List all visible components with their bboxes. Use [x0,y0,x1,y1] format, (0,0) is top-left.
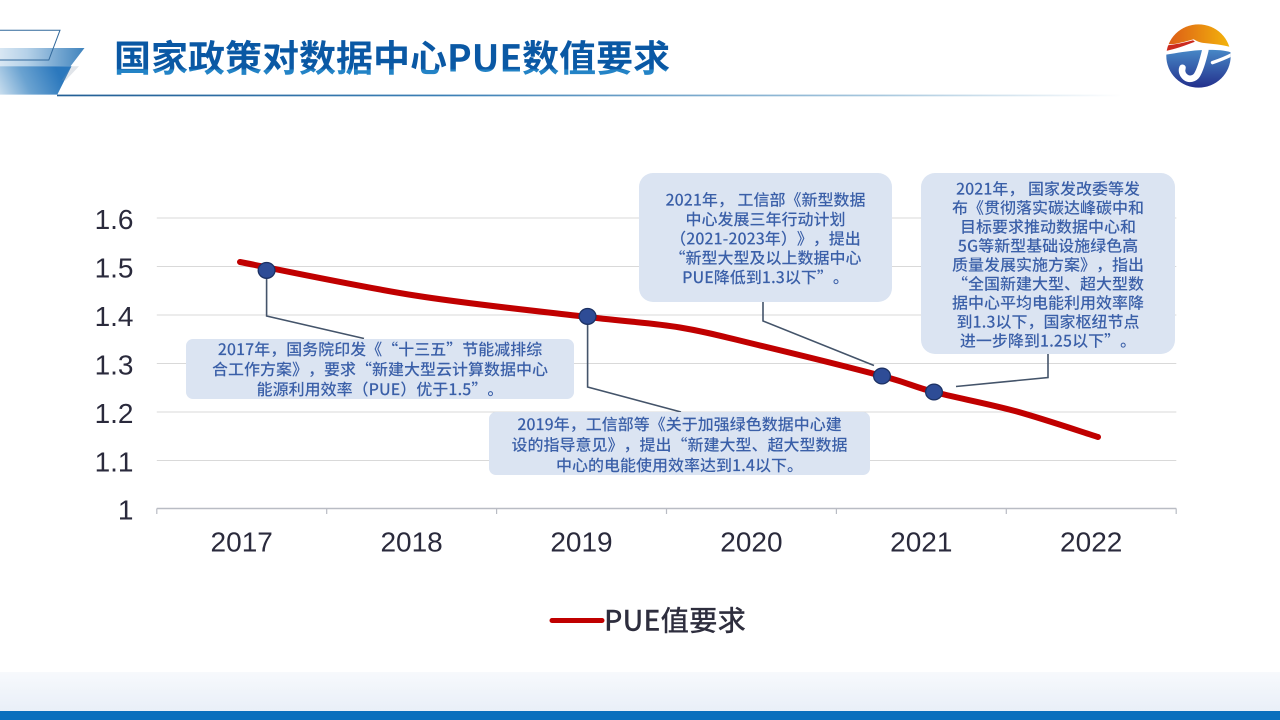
svg-text:2021: 2021 [890,527,952,558]
svg-text:2020: 2020 [720,527,782,558]
svg-text:2022: 2022 [1060,527,1122,558]
svg-text:2018: 2018 [380,527,442,558]
svg-text:1.6: 1.6 [95,204,134,235]
svg-text:1.1: 1.1 [95,447,134,478]
svg-text:1.5: 1.5 [95,253,134,284]
svg-text:1.3: 1.3 [95,350,134,381]
svg-text:1.4: 1.4 [95,301,134,332]
svg-text:2017: 2017 [211,527,273,558]
svg-text:1.2: 1.2 [95,398,134,429]
svg-text:2019: 2019 [550,527,612,558]
svg-text:1: 1 [118,495,134,526]
